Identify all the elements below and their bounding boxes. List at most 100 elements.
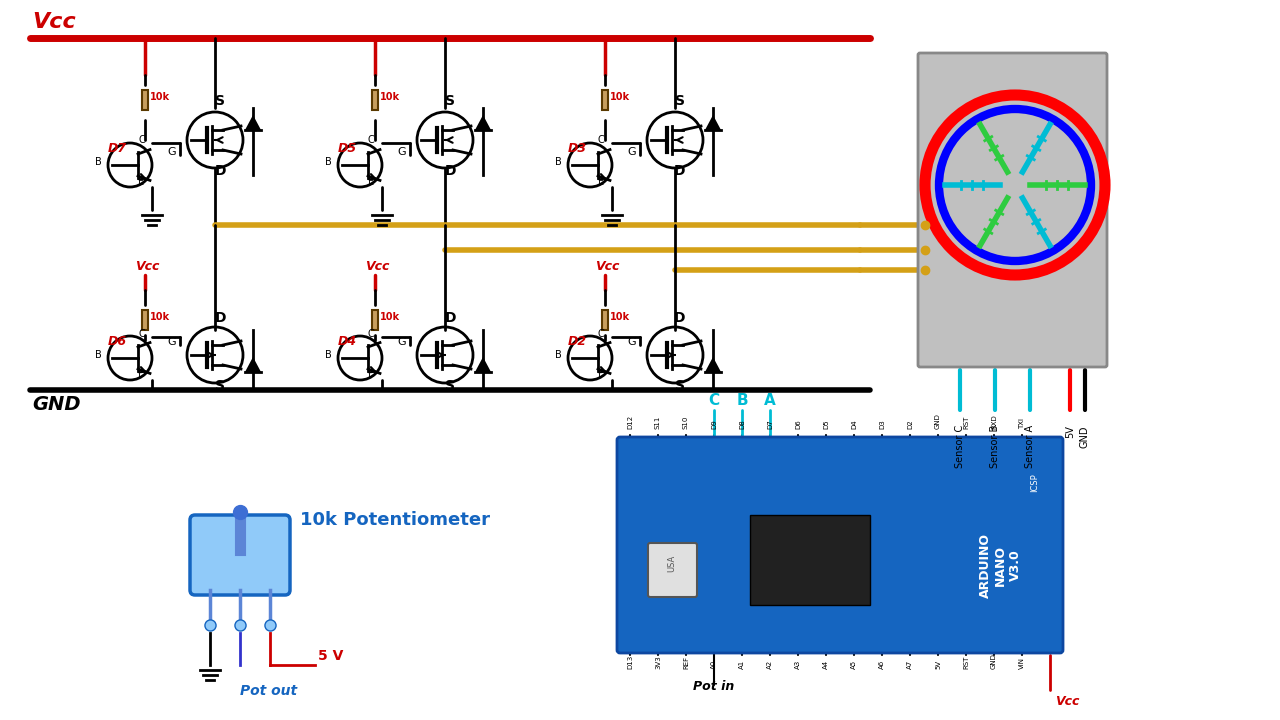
Text: B: B bbox=[95, 157, 101, 167]
Text: C: C bbox=[598, 329, 604, 339]
Text: D3: D3 bbox=[879, 419, 884, 429]
Text: G: G bbox=[627, 337, 636, 347]
Text: Vcc: Vcc bbox=[595, 260, 620, 273]
Text: D2: D2 bbox=[908, 419, 913, 429]
Text: E: E bbox=[138, 177, 145, 187]
Text: Sensor C: Sensor C bbox=[955, 425, 965, 468]
Text: A: A bbox=[764, 393, 776, 408]
Text: D6: D6 bbox=[108, 335, 127, 348]
Text: S: S bbox=[675, 94, 685, 108]
Text: 5 V: 5 V bbox=[317, 649, 343, 663]
Text: D: D bbox=[675, 311, 686, 325]
Text: ICSP: ICSP bbox=[1030, 473, 1039, 492]
Text: S: S bbox=[445, 94, 454, 108]
Text: E: E bbox=[138, 369, 145, 379]
Polygon shape bbox=[475, 115, 492, 130]
Text: E: E bbox=[369, 177, 374, 187]
Text: C: C bbox=[138, 329, 145, 339]
Text: 10k: 10k bbox=[150, 92, 170, 102]
Text: 10k: 10k bbox=[150, 312, 170, 322]
Text: S10: S10 bbox=[684, 415, 689, 429]
Text: B: B bbox=[736, 393, 748, 408]
Text: B: B bbox=[554, 350, 562, 360]
Text: D: D bbox=[444, 164, 456, 178]
Text: GND: GND bbox=[934, 413, 941, 429]
Text: D7: D7 bbox=[767, 419, 773, 429]
Text: B: B bbox=[325, 350, 332, 360]
Text: S: S bbox=[675, 379, 685, 393]
Text: C: C bbox=[708, 393, 719, 408]
Text: A2: A2 bbox=[767, 660, 773, 669]
Text: A5: A5 bbox=[851, 660, 858, 669]
Text: G: G bbox=[627, 147, 636, 157]
Text: 10k: 10k bbox=[380, 92, 401, 102]
Bar bbox=[372, 310, 378, 330]
Text: Vcc: Vcc bbox=[32, 12, 76, 32]
Text: S11: S11 bbox=[655, 415, 660, 429]
Text: A3: A3 bbox=[795, 660, 801, 669]
Bar bbox=[750, 515, 870, 605]
Text: C: C bbox=[138, 135, 145, 145]
Text: D13: D13 bbox=[627, 654, 634, 669]
Text: G: G bbox=[397, 337, 406, 347]
Text: G: G bbox=[397, 147, 406, 157]
Text: D4: D4 bbox=[851, 419, 858, 429]
Text: G: G bbox=[166, 337, 175, 347]
Text: D7: D7 bbox=[108, 142, 127, 155]
FancyBboxPatch shape bbox=[918, 53, 1107, 367]
Text: 10k: 10k bbox=[611, 312, 630, 322]
Text: 10k Potentiometer: 10k Potentiometer bbox=[300, 511, 490, 529]
Text: RST: RST bbox=[963, 415, 969, 429]
Text: D5: D5 bbox=[338, 142, 357, 155]
FancyBboxPatch shape bbox=[617, 437, 1062, 653]
Text: GND: GND bbox=[1080, 425, 1091, 448]
Text: D6: D6 bbox=[795, 419, 801, 429]
Text: D: D bbox=[214, 164, 225, 178]
Text: VIN: VIN bbox=[1019, 657, 1025, 669]
Text: D4: D4 bbox=[338, 335, 357, 348]
Text: D5: D5 bbox=[823, 419, 829, 429]
Text: B: B bbox=[554, 157, 562, 167]
Text: E: E bbox=[598, 369, 604, 379]
Text: RXD: RXD bbox=[991, 414, 997, 429]
Bar bbox=[602, 310, 608, 330]
Text: Vcc: Vcc bbox=[134, 260, 160, 273]
Bar bbox=[142, 90, 148, 110]
Text: D8: D8 bbox=[739, 419, 745, 429]
Text: ARDUINO
NANO
V3.0: ARDUINO NANO V3.0 bbox=[978, 533, 1021, 598]
Text: C: C bbox=[369, 135, 375, 145]
Text: D: D bbox=[214, 311, 225, 325]
Text: A6: A6 bbox=[879, 660, 884, 669]
Text: REF: REF bbox=[684, 656, 689, 669]
Text: Pot in: Pot in bbox=[694, 680, 735, 693]
Polygon shape bbox=[705, 115, 721, 130]
Bar bbox=[602, 90, 608, 110]
Text: D12: D12 bbox=[627, 415, 634, 429]
Text: D: D bbox=[675, 164, 686, 178]
Text: D2: D2 bbox=[568, 335, 588, 348]
Text: D3: D3 bbox=[568, 142, 588, 155]
Polygon shape bbox=[244, 115, 261, 130]
Text: 10k: 10k bbox=[611, 92, 630, 102]
Text: TXI: TXI bbox=[1019, 418, 1025, 429]
Text: 5V: 5V bbox=[1065, 425, 1075, 438]
Text: A0: A0 bbox=[710, 660, 717, 669]
Text: RST: RST bbox=[963, 656, 969, 669]
Text: S: S bbox=[445, 379, 454, 393]
Text: B: B bbox=[95, 350, 101, 360]
Text: A1: A1 bbox=[739, 660, 745, 669]
Text: 10k: 10k bbox=[380, 312, 401, 322]
Text: C: C bbox=[598, 135, 604, 145]
Bar bbox=[372, 90, 378, 110]
Text: E: E bbox=[369, 369, 374, 379]
Polygon shape bbox=[244, 357, 261, 372]
Text: C: C bbox=[369, 329, 375, 339]
Text: Vcc: Vcc bbox=[365, 260, 389, 273]
Text: D: D bbox=[444, 311, 456, 325]
Text: A7: A7 bbox=[908, 660, 913, 669]
Text: G: G bbox=[166, 147, 175, 157]
Text: USA: USA bbox=[667, 554, 677, 572]
Text: B: B bbox=[325, 157, 332, 167]
Text: Sensor A: Sensor A bbox=[1025, 425, 1036, 468]
Text: Vcc: Vcc bbox=[1055, 695, 1079, 708]
